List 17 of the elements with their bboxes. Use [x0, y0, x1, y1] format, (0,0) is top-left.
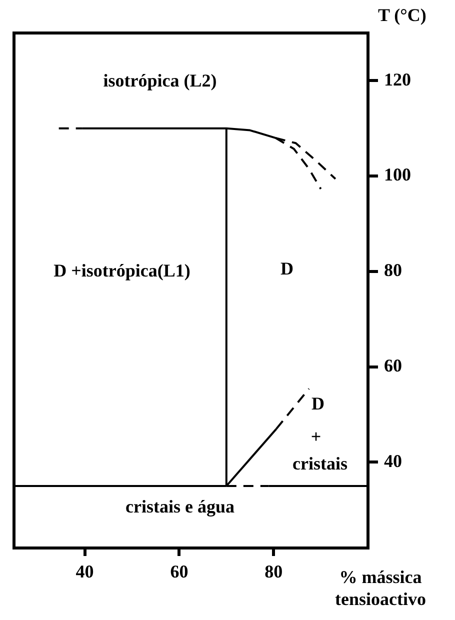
x-tick-label: 60: [170, 561, 188, 582]
y-tick-label: 80: [384, 260, 402, 280]
annotation: D +isotrópica(L1): [54, 260, 190, 281]
annotation: cristais e água: [126, 496, 234, 517]
annotation: isotrópica (L2): [103, 70, 217, 91]
annotation: +: [310, 426, 322, 447]
y-tick-label: 60: [384, 355, 402, 376]
x-tick-label: 40: [76, 561, 94, 582]
x-tick-label: 80: [264, 561, 283, 582]
y-tick-label: 40: [384, 450, 402, 471]
x-axis-title: % mássica tensioactivo: [334, 566, 427, 610]
annotation: cristais: [292, 454, 348, 474]
y-tick-label: 100: [384, 164, 411, 185]
y-tick-label: 120: [384, 69, 411, 90]
annotation: D: [312, 394, 324, 414]
annotation: D: [280, 258, 294, 279]
y-axis-title: T (°C): [378, 4, 426, 26]
